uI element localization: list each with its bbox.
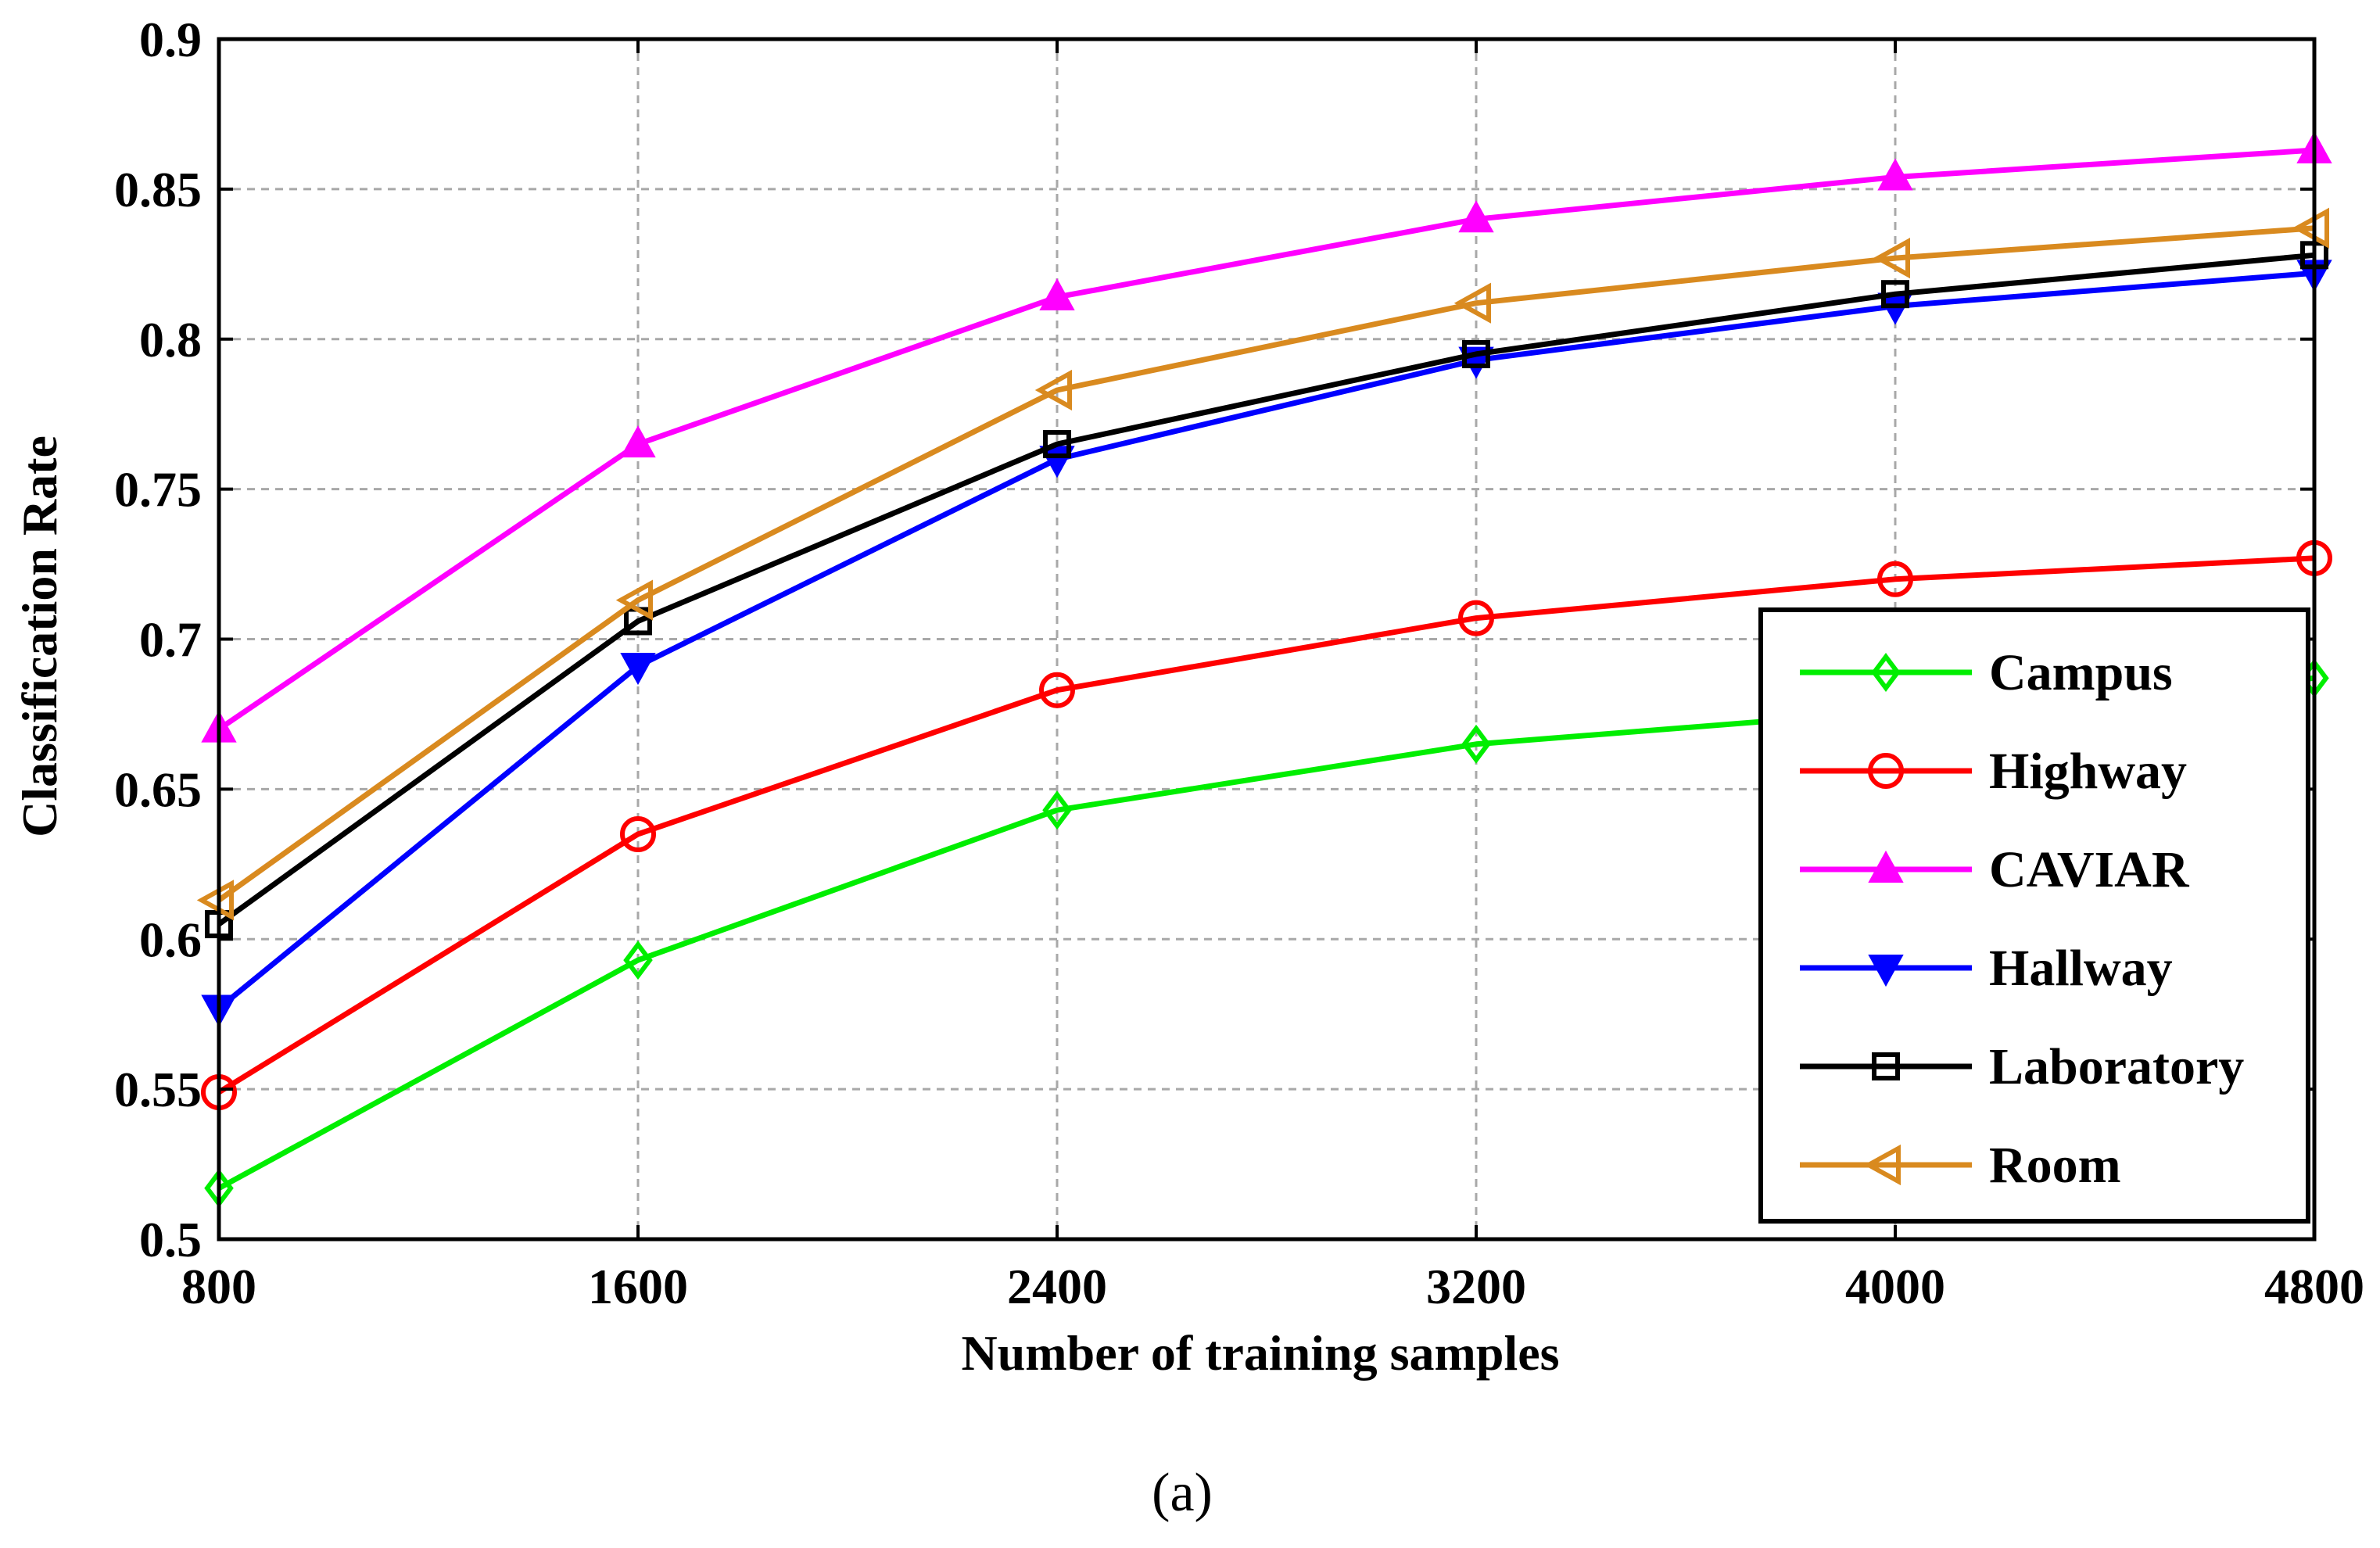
data-point-caviar <box>1458 200 1494 233</box>
data-point-highway <box>1039 672 1075 708</box>
y-tick-label: 0.65 <box>114 761 202 817</box>
data-point-caviar <box>620 425 656 458</box>
y-tick-label: 0.8 <box>139 312 202 367</box>
x-tick-label: 3200 <box>1426 1259 1526 1314</box>
data-point-highway <box>620 815 656 852</box>
axis-ticks: 0.5 0.55 0.6 0.65 0.7 0.75 0.8 0.85 0.9 800 1600 24… <box>114 12 2364 1314</box>
legend-item-caviar: CAVIAR <box>1800 841 2190 898</box>
data-point-caviar <box>1039 278 1075 311</box>
legend-marker-campus <box>1871 653 1901 692</box>
data-point-laboratory <box>1462 339 1490 368</box>
legend-item-highway: Highway <box>1800 743 2187 800</box>
legend-label-caviar: CAVIAR <box>1989 841 2190 898</box>
legend-item-laboratory: Laboratory <box>1800 1038 2244 1095</box>
legend-marker-highway <box>1868 753 1904 789</box>
series-line-hallway <box>217 270 2315 1011</box>
legend-marker-laboratory <box>1872 1052 1900 1080</box>
data-point-hallway <box>620 653 656 686</box>
y-tick-label: 0.6 <box>139 912 202 967</box>
data-point-laboratory <box>1043 430 1071 459</box>
series-line-room <box>217 225 2315 903</box>
y-tick-label: 0.85 <box>114 162 202 217</box>
data-point-highway <box>1877 561 1913 597</box>
y-tick-label: 0.9 <box>139 12 202 67</box>
legend-label-room: Room <box>1989 1137 2121 1194</box>
data-point-room <box>1873 238 1910 279</box>
legend-marker-hallway <box>1868 955 1904 987</box>
series-room <box>196 207 2329 921</box>
y-axis-label: Classification Rate <box>12 435 67 837</box>
y-tick-label: 0.5 <box>139 1212 202 1267</box>
legend-box <box>1758 607 2310 1224</box>
series-line-caviar <box>217 147 2315 732</box>
figure-caption: (a) <box>1152 1463 1213 1523</box>
legend-marker-caviar <box>1868 850 1904 883</box>
legend-item-campus: Campus <box>1800 644 2173 701</box>
series-line-highway <box>217 555 2315 1095</box>
data-point-room <box>615 579 653 621</box>
legend-item-room: Room <box>1800 1137 2121 1194</box>
data-point-campus <box>1042 790 1072 830</box>
series-line-laboratory <box>217 252 2315 926</box>
data-point-campus <box>1461 724 1491 764</box>
x-tick-label: 800 <box>181 1259 256 1314</box>
data-point-room <box>1453 282 1491 324</box>
legend-label-highway: Highway <box>1989 743 2187 800</box>
data-point-room <box>1034 369 1072 411</box>
legend: Campus Highway CAVIAR Hallway Laboratory Room <box>1758 607 2310 1224</box>
legend-item-hallway: Hallway <box>1800 940 2173 997</box>
x-axis-label: Number of training samples <box>961 1325 1559 1381</box>
data-point-campus <box>623 941 653 980</box>
y-tick-label: 0.55 <box>114 1062 202 1117</box>
data-point-highway <box>1458 600 1494 636</box>
x-tick-label: 2400 <box>1007 1259 1107 1314</box>
data-point-room <box>2292 207 2329 249</box>
data-point-caviar <box>1877 158 1913 191</box>
y-tick-label: 0.7 <box>139 612 202 668</box>
x-tick-label: 4000 <box>1845 1259 1945 1314</box>
data-point-room <box>196 880 234 921</box>
x-tick-label: 1600 <box>588 1259 688 1314</box>
legend-label-hallway: Hallway <box>1989 940 2173 997</box>
legend-marker-room <box>1863 1144 1901 1186</box>
y-tick-label: 0.75 <box>114 462 202 518</box>
x-tick-label: 4800 <box>2264 1259 2364 1314</box>
legend-label-laboratory: Laboratory <box>1989 1038 2244 1095</box>
legend-label-campus: Campus <box>1989 644 2173 701</box>
data-point-laboratory <box>1881 280 1909 309</box>
